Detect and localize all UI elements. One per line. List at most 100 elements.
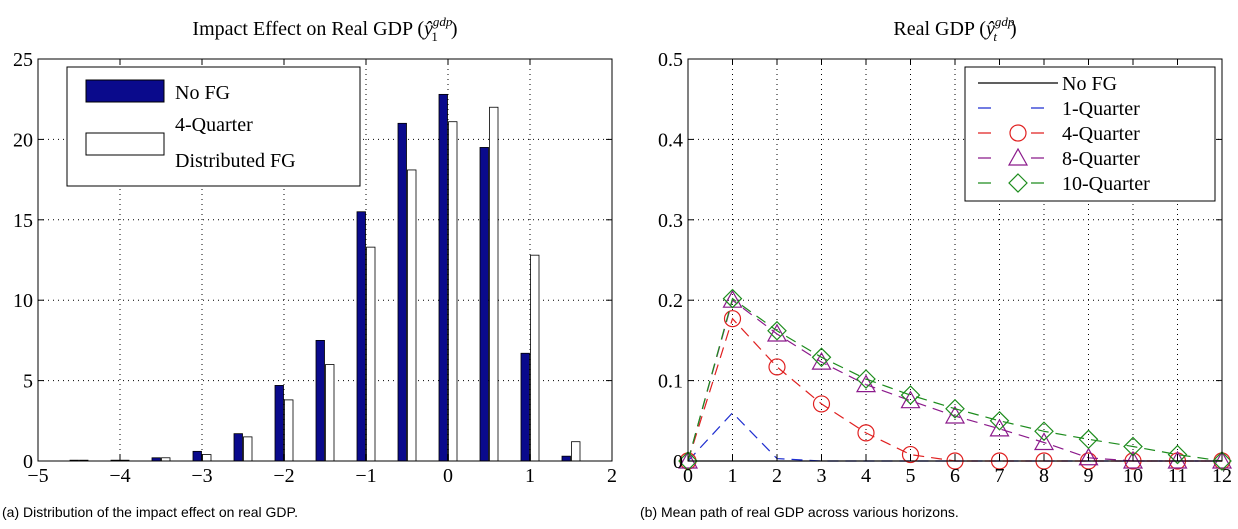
series-3-point-11 bbox=[1167, 450, 1188, 469]
xtick-label-5: 5 bbox=[906, 465, 916, 487]
xtick-label-4: −1 bbox=[355, 465, 376, 487]
ytick-label-4: 20 bbox=[13, 129, 33, 151]
legend-marker-3 bbox=[1007, 147, 1029, 166]
series-4-point-3 bbox=[811, 347, 832, 368]
ytick-label-1: 0.1 bbox=[658, 371, 683, 393]
chart-a-legend: No FG 4-Quarter Distributed FG bbox=[66, 66, 361, 187]
legend-label-0: No FG bbox=[1062, 73, 1117, 95]
caption-b: (b) Mean path of real GDP across various… bbox=[640, 504, 959, 520]
xtick-label-12: 12 bbox=[1212, 465, 1232, 487]
bar-4q-12 bbox=[571, 441, 581, 462]
xtick-label-5: 0 bbox=[443, 465, 453, 487]
xtick-label-6: 1 bbox=[525, 465, 535, 487]
xtick-label-9: 9 bbox=[1084, 465, 1094, 487]
legend-swatch-4q bbox=[85, 132, 165, 156]
bar-nofg-5 bbox=[274, 385, 284, 462]
bar-4q-3 bbox=[202, 454, 212, 462]
series-2-point-4 bbox=[857, 424, 875, 442]
chart-a-title: Impact Effect on Real GDP (ŷgdp 1) bbox=[192, 14, 457, 44]
bar-nofg-4 bbox=[233, 433, 243, 462]
ytick-label-0: 0 bbox=[23, 451, 33, 473]
series-line-1 bbox=[687, 411, 1222, 462]
xtick-label-3: 3 bbox=[817, 465, 827, 487]
series-4-point-5 bbox=[900, 385, 921, 405]
series-2-point-1 bbox=[723, 310, 742, 328]
series-4-point-7 bbox=[989, 410, 1010, 431]
bar-4q-10 bbox=[489, 106, 499, 462]
ytick-label-1: 5 bbox=[23, 371, 33, 393]
legend-label-2: 4-Quarter bbox=[1062, 123, 1140, 145]
xtick-label-1: 1 bbox=[728, 465, 738, 487]
xtick-label-4: 4 bbox=[861, 465, 871, 487]
legend-label-4q-line2: Distributed FG bbox=[175, 150, 296, 172]
legend-marker-2 bbox=[1009, 124, 1027, 142]
series-2-point-3 bbox=[812, 395, 831, 413]
chart-b-title: Real GDP (ŷgdp t) bbox=[893, 14, 1016, 44]
series-3-point-2 bbox=[766, 323, 788, 342]
xtick-label-7: 7 bbox=[995, 465, 1005, 487]
ytick-label-2: 0.2 bbox=[658, 290, 683, 312]
legend-label-4: 10-Quarter bbox=[1062, 173, 1150, 195]
series-3-point-0 bbox=[677, 450, 699, 469]
bar-nofg-3 bbox=[192, 450, 202, 462]
legend-label-1: 1-Quarter bbox=[1062, 98, 1140, 120]
series-3-point-8 bbox=[1033, 432, 1055, 451]
xtick-label-7: 2 bbox=[607, 465, 617, 487]
series-2-point-2 bbox=[768, 358, 786, 376]
bar-nofg-12 bbox=[561, 455, 571, 462]
xtick-label-0: −5 bbox=[27, 465, 48, 487]
series-4-point-1 bbox=[722, 288, 743, 309]
series-3-point-6 bbox=[944, 405, 966, 424]
ytick-label-0: 0 bbox=[673, 451, 683, 473]
bar-nofg-10 bbox=[479, 147, 489, 462]
bar-nofg-9 bbox=[438, 93, 448, 462]
bar-4q-4 bbox=[243, 436, 253, 462]
series-4-point-6 bbox=[945, 398, 965, 419]
bar-4q-8 bbox=[407, 169, 417, 462]
bar-nofg-7 bbox=[356, 211, 366, 462]
caption-a: (a) Distribution of the impact effect on… bbox=[2, 504, 298, 520]
series-4-point-12 bbox=[1212, 451, 1232, 471]
series-4-point-11 bbox=[1167, 444, 1188, 465]
xtick-label-1: −4 bbox=[109, 465, 130, 487]
xtick-label-2: 2 bbox=[772, 465, 782, 487]
legend-label-3: 8-Quarter bbox=[1062, 148, 1140, 170]
ytick-label-5: 25 bbox=[13, 49, 33, 71]
series-4-point-0 bbox=[678, 451, 698, 471]
series-3-point-7 bbox=[989, 418, 1010, 437]
ytick-label-5: 0.5 bbox=[658, 49, 683, 71]
ytick-label-4: 0.4 bbox=[658, 129, 683, 151]
bar-4q-5 bbox=[284, 399, 294, 462]
xtick-label-11: 11 bbox=[1168, 465, 1187, 487]
chart-b-legend: No FG 1-Quarter 4-Quarter 8-Quarter 10-Quart… bbox=[964, 66, 1216, 202]
series-3-point-10 bbox=[1122, 450, 1144, 469]
bar-4q-9 bbox=[448, 121, 458, 462]
series-2-point-5 bbox=[901, 445, 920, 464]
legend-box bbox=[964, 66, 1216, 202]
xtick-label-0: 0 bbox=[683, 465, 693, 487]
series-3-point-9 bbox=[1078, 447, 1099, 466]
series-line-4 bbox=[687, 297, 1223, 462]
series-4-point-2 bbox=[767, 320, 787, 341]
xtick-label-8: 8 bbox=[1039, 465, 1049, 487]
bar-nofg-6 bbox=[315, 339, 325, 462]
series-4-point-9 bbox=[1078, 429, 1099, 450]
bar-nofg-11 bbox=[520, 352, 530, 462]
series-4-point-4 bbox=[856, 369, 876, 389]
bar-4q-6 bbox=[325, 364, 335, 462]
ytick-label-3: 15 bbox=[13, 210, 33, 232]
figure-canvas: Impact Effect on Real GDP (ŷgdp 1) −5 −4 −3 −… bbox=[13, 14, 1233, 487]
ytick-label-2: 10 bbox=[13, 290, 33, 312]
xtick-label-6: 6 bbox=[950, 465, 960, 487]
series-4-point-8 bbox=[1034, 421, 1054, 442]
bar-4q-11 bbox=[530, 254, 540, 462]
legend-swatch-nofg bbox=[85, 79, 165, 103]
ytick-label-3: 0.3 bbox=[658, 210, 683, 232]
xtick-label-3: −2 bbox=[273, 465, 294, 487]
legend-label-4q-line1: 4-Quarter bbox=[175, 114, 253, 136]
axes-frame bbox=[37, 58, 613, 462]
xtick-label-10: 10 bbox=[1123, 465, 1143, 487]
bar-4q-7 bbox=[366, 246, 376, 462]
